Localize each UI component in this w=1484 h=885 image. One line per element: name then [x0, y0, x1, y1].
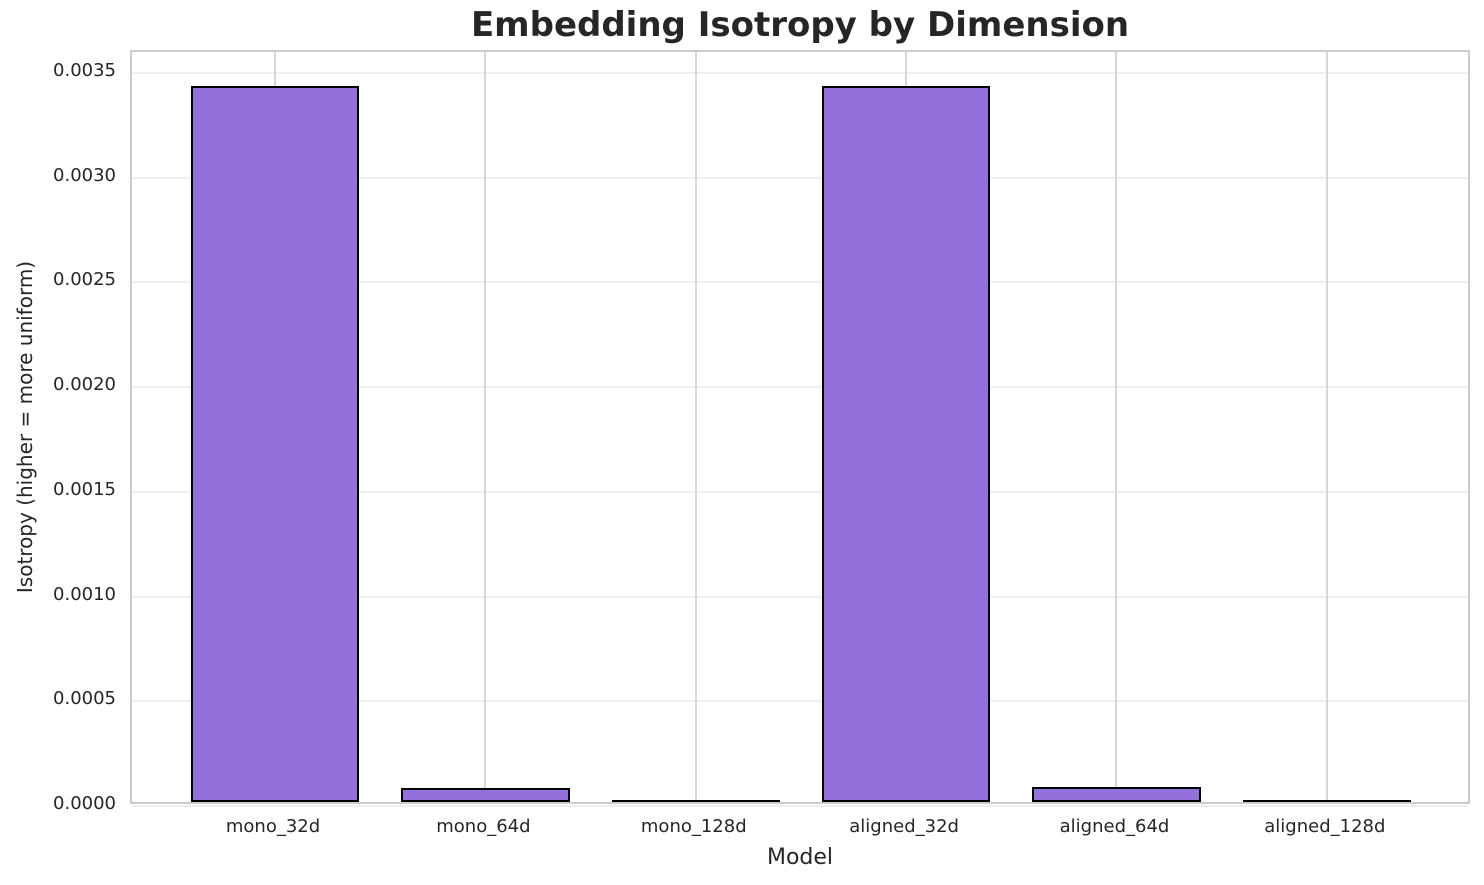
x-tick-label: mono_128d [640, 816, 747, 837]
y-tick-label: 0.0030 [53, 164, 116, 186]
gridline-horizontal [132, 700, 1468, 703]
x-tick-label: mono_32d [225, 816, 321, 837]
y-axis-ticks: 0.0000 0.0005 0.0010 0.0015 0.0020 0.0025 0.00… [0, 50, 116, 814]
x-axis-ticks: mono_32d mono_64d mono_128d aligned_32d alig… [130, 50, 1470, 837]
y-tick-label: 0.0005 [53, 688, 116, 710]
bar-aligned_128d [1242, 800, 1411, 802]
y-tick-label: 0.0015 [53, 478, 116, 500]
x-tick-label: aligned_64d [1059, 816, 1170, 837]
gridline-vertical [1115, 52, 1118, 802]
y-tick-label: 0.0025 [53, 269, 116, 291]
y-tick-label: 0.0010 [53, 583, 116, 605]
bar-mono_32d [190, 86, 360, 802]
gridline-horizontal [132, 281, 1468, 284]
gridline-horizontal [132, 805, 1468, 807]
chart-title: Embedding Isotropy by Dimension [470, 5, 1130, 45]
x-axis-label: Model [766, 845, 834, 870]
gridline-horizontal [132, 595, 1468, 598]
gridline-horizontal [132, 386, 1468, 389]
gridline-vertical [694, 52, 697, 802]
y-tick-label: 0.0000 [53, 793, 116, 814]
bar-aligned_32d [821, 86, 991, 802]
x-tick-label: aligned_32d [849, 816, 959, 837]
bar-mono_128d [611, 800, 780, 802]
gridline-horizontal [132, 490, 1468, 493]
x-tick-label: aligned_128d [1264, 816, 1386, 837]
gridline-horizontal [132, 71, 1468, 74]
y-tick-label: 0.0020 [53, 374, 116, 396]
plot-area [130, 50, 1470, 807]
bar-mono_64d [401, 788, 570, 802]
gridline-vertical [1325, 52, 1328, 802]
gridline-vertical [484, 52, 487, 802]
y-tick-label: 0.0035 [53, 59, 116, 81]
gridline-horizontal [132, 176, 1468, 179]
bar-aligned_64d [1032, 787, 1201, 802]
x-tick-label: mono_64d [436, 816, 531, 837]
